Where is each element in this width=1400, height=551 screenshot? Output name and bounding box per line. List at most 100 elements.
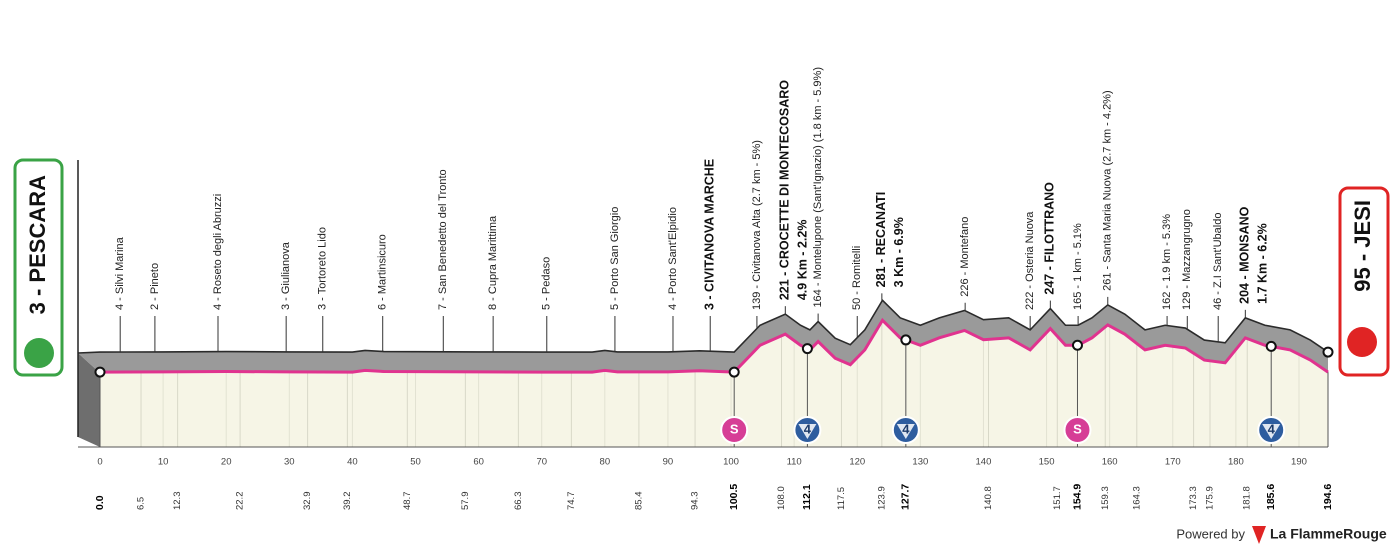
x-tick-label: 90 xyxy=(663,457,674,468)
distance-label: 194.6 xyxy=(1322,484,1334,510)
waypoint-label: 4.9 Km - 2.2% xyxy=(796,220,810,301)
waypoint-label: 221 - CROCETTE DI MONTECOSARO xyxy=(778,80,792,300)
badges xyxy=(13,158,1390,377)
waypoint-label: 139 - Civitanova Alta (2.7 km - 5%) xyxy=(751,140,763,310)
km-marker xyxy=(94,366,106,378)
waypoint-label: 204 - MONSANO xyxy=(1238,206,1252,304)
distance-label: 127.7 xyxy=(900,484,912,510)
start-label: 3 - PESCARA xyxy=(25,175,50,314)
distance-label: 22.2 xyxy=(235,492,246,511)
km-marker xyxy=(900,334,912,346)
profile-line xyxy=(99,317,1329,374)
x-tick-label: 130 xyxy=(912,457,928,468)
distance-label: 185.6 xyxy=(1265,484,1277,510)
distance-label: 74.7 xyxy=(566,492,577,511)
waypoint-label: 5 - Pedaso xyxy=(541,257,553,310)
km-marker xyxy=(1265,340,1277,352)
brand-name: La FlammeRouge xyxy=(1270,526,1387,542)
x-tick-label: 30 xyxy=(284,457,295,468)
icon-label: 4 xyxy=(902,421,910,436)
km-marker xyxy=(801,343,813,355)
x-tick-label: 20 xyxy=(221,457,232,468)
waypoint-label: 226 - Montefano xyxy=(959,217,971,297)
icon-label: S xyxy=(730,421,739,436)
x-tick-label: 110 xyxy=(787,457,802,468)
waypoint-label: 46 - Z.I Sant'Ubaldo xyxy=(1212,213,1224,311)
km-marker xyxy=(1322,346,1334,358)
finish-badge xyxy=(1338,186,1390,377)
km-marker xyxy=(728,366,740,378)
x-tick-label: 0 xyxy=(97,457,102,468)
distance-label: 108.0 xyxy=(776,486,787,510)
distance-label: 151.7 xyxy=(1052,486,1063,510)
distance-label: 164.3 xyxy=(1131,486,1142,510)
distance-label: 181.8 xyxy=(1242,486,1253,510)
distance-label: 154.9 xyxy=(1071,484,1083,510)
brand-logo xyxy=(1252,526,1266,544)
distance-label: 94.3 xyxy=(690,492,701,511)
distance-label: 48.7 xyxy=(402,492,413,511)
x-tick-label: 10 xyxy=(158,457,169,468)
side-shade xyxy=(78,353,100,447)
icon-label: S xyxy=(1073,421,1082,436)
waypoint-label: 8 - Cupra Marittima xyxy=(487,215,499,310)
sprint-icon xyxy=(1063,416,1092,444)
waypoint-label: 281 - RECANATI xyxy=(874,192,888,288)
waypoint-label: 7 - San Benedetto del Tronto xyxy=(437,169,449,310)
distance-label: 6.5 xyxy=(136,497,147,510)
x-tick-label: 70 xyxy=(536,457,547,468)
waypoint-label: 165 - 1 km - 5.1% xyxy=(1072,223,1084,310)
distance-label: 112.1 xyxy=(801,484,813,510)
waypoint-label: 50 - Romitelli xyxy=(851,246,863,310)
start-icon xyxy=(24,338,54,368)
waypoint-label: 3 - Giulianova xyxy=(280,241,292,310)
distance-label: 123.9 xyxy=(876,486,887,510)
climb-triangle xyxy=(798,424,817,439)
x-tick-label: 50 xyxy=(410,457,421,468)
finish-icon xyxy=(1347,327,1377,357)
start-badge xyxy=(13,158,64,377)
x-tick-label: 40 xyxy=(347,457,358,468)
waypoint-label: 4 - Roseto degli Abruzzi xyxy=(212,194,224,310)
x-tick-label: 160 xyxy=(1102,457,1118,468)
x-tick-label: 120 xyxy=(849,457,865,468)
profile-band xyxy=(78,300,1328,373)
distance-label: 39.2 xyxy=(342,492,353,511)
waypoint-label: 6 - Martinsicuro xyxy=(377,234,389,310)
x-tick-label: 170 xyxy=(1165,457,1181,468)
waypoint-label: 4 - Porto Sant'Elpidio xyxy=(667,207,679,310)
waypoint-label: 162 - 1.9 km - 5.3% xyxy=(1161,214,1173,310)
finish-label: 95 - JESI xyxy=(1350,200,1375,292)
distance-label: 66.3 xyxy=(513,492,524,511)
distance-label: 85.4 xyxy=(633,492,644,511)
distance-label: 32.9 xyxy=(302,492,313,511)
distance-label: 159.3 xyxy=(1100,486,1111,510)
waypoint-label: 164 - Montelupone (Sant'Ignazio) (1.8 km… xyxy=(812,67,824,308)
waypoint-label: 5 - Porto San Giorgio xyxy=(609,207,621,310)
waypoint-label: 3 - CIVITANOVA MARCHE xyxy=(703,159,717,310)
waypoint-label: 261 - Santa Maria Nuova (2.7 km - 4.2%) xyxy=(1102,90,1114,291)
waypoint-label: 3 - Tortoreto Lido xyxy=(317,227,329,310)
climb-triangle xyxy=(896,424,915,439)
x-tick-label: 100 xyxy=(723,457,739,468)
km-marker xyxy=(1071,339,1083,351)
x-tick-label: 180 xyxy=(1228,457,1244,468)
waypoint-label: 2 - Pineto xyxy=(149,263,161,310)
distance-label: 0.0 xyxy=(94,495,106,510)
x-tick-label: 140 xyxy=(976,457,992,468)
waypoint-label: 129 - Mazzangrugno xyxy=(1181,209,1193,310)
x-tick-label: 190 xyxy=(1291,457,1307,468)
distance-label: 140.8 xyxy=(983,486,994,510)
distance-label: 100.5 xyxy=(728,484,740,510)
waypoint-label: 222 - Osteria Nuova xyxy=(1024,211,1036,310)
profile-edge xyxy=(77,298,1329,354)
distance-label: 57.9 xyxy=(460,492,471,511)
waypoint-label: 1.7 Km - 6.2% xyxy=(1256,223,1270,304)
x-tick-label: 150 xyxy=(1039,457,1055,468)
climb-triangle xyxy=(1262,424,1281,439)
sprint-icon xyxy=(720,416,749,444)
powered-by: Powered by xyxy=(1176,526,1245,541)
x-tick-label: 80 xyxy=(600,457,611,468)
distance-label: 117.5 xyxy=(836,487,847,510)
